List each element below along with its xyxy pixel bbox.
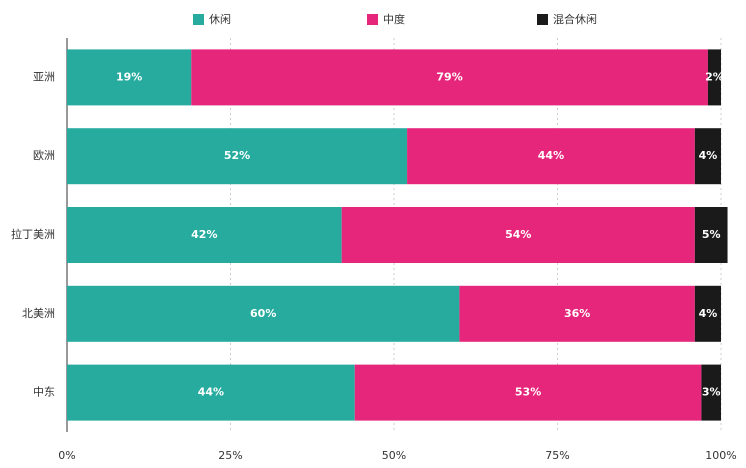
value-label: 2% (705, 70, 724, 83)
bar-segment (67, 128, 408, 185)
value-label: 53% (515, 386, 541, 399)
bar-segment (67, 364, 355, 421)
value-label: 44% (198, 386, 224, 399)
bar-segment (694, 128, 721, 185)
value-label: 36% (564, 307, 590, 320)
x-tick-label: 50% (382, 449, 406, 462)
bar-segment (694, 207, 728, 263)
legend-label: 中度 (383, 12, 405, 26)
bar-segment (67, 49, 192, 106)
y-tick-label: 拉丁美洲 (11, 227, 55, 241)
legend-label: 休闲 (209, 12, 231, 26)
value-label: 5% (702, 228, 721, 241)
value-label: 60% (250, 307, 276, 320)
value-label: 44% (538, 149, 564, 162)
bar-segment (67, 207, 342, 263)
legend-swatch (367, 14, 378, 25)
bar-segment (341, 207, 695, 263)
bar-segment (694, 285, 721, 342)
bar-segment (701, 364, 721, 421)
value-label: 19% (116, 70, 142, 83)
legend-swatch (193, 14, 204, 25)
legend-label: 混合休闲 (553, 12, 597, 26)
x-tick-label: 100% (705, 449, 736, 462)
x-tick-label: 0% (58, 449, 75, 462)
value-label: 52% (224, 149, 250, 162)
bar-segment (707, 49, 721, 106)
legend-swatch (537, 14, 548, 25)
value-label: 4% (699, 149, 718, 162)
y-tick-label: 亚洲 (33, 70, 55, 83)
y-tick-label: 北美洲 (22, 307, 55, 320)
bar-segment (407, 128, 695, 185)
bar-segment (191, 49, 708, 106)
y-tick-label: 欧洲 (33, 149, 55, 162)
bar-segment (459, 285, 695, 342)
y-tick-label: 中东 (33, 386, 55, 399)
value-label: 54% (505, 228, 531, 241)
x-tick-label: 25% (218, 449, 242, 462)
x-tick-label: 75% (545, 449, 569, 462)
value-label: 4% (699, 307, 718, 320)
value-label: 3% (702, 386, 721, 399)
value-label: 42% (191, 228, 217, 241)
bar-segment (354, 364, 702, 421)
value-label: 79% (436, 70, 462, 83)
bar-segment (67, 285, 460, 342)
